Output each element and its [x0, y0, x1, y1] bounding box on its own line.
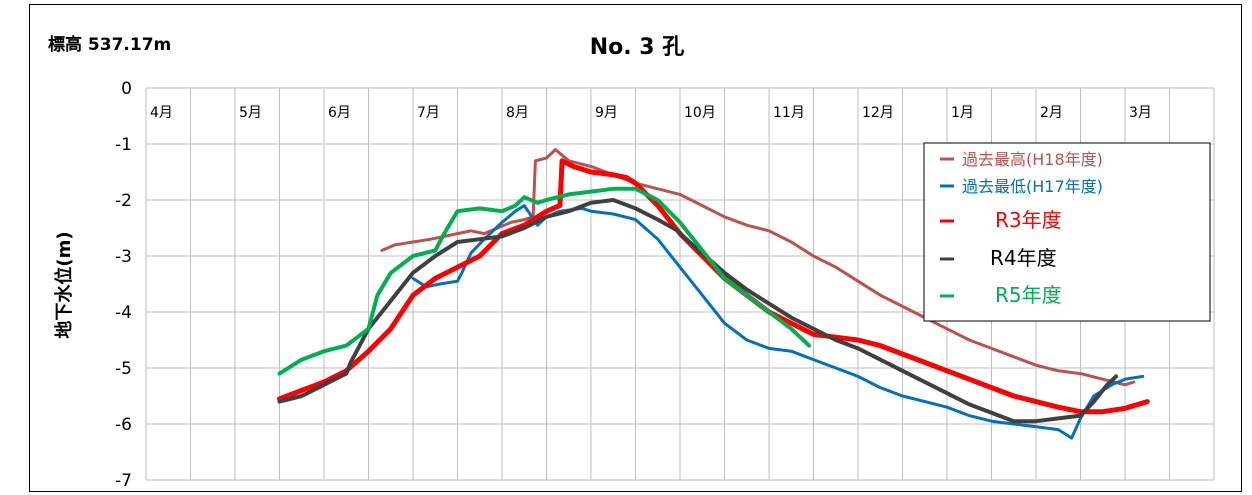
month-label: 2月: [1040, 105, 1063, 121]
month-label: 3月: [1129, 105, 1152, 121]
y-tick-label: -2: [115, 191, 132, 211]
month-label: 4月: [150, 105, 173, 121]
legend-label: R4年度: [990, 246, 1057, 270]
y-tick-label: -7: [115, 471, 132, 491]
legend: 過去最高(H18年度) 過去最低(H17年度) R3年度 R4年度 R5年度: [923, 142, 1211, 322]
y-tick-label: -5: [115, 359, 132, 379]
month-label: 5月: [239, 105, 262, 121]
legend-box: [923, 142, 1211, 322]
month-label: 10月: [684, 105, 716, 121]
y-tick-label: -6: [115, 415, 132, 435]
y-axis-label: 地下水位(m): [53, 231, 75, 338]
y-tick-label: 0: [121, 79, 132, 99]
month-label: 1月: [951, 105, 974, 121]
month-label: 8月: [506, 105, 529, 121]
legend-label: R3年度: [995, 208, 1062, 232]
axis-labels: 0 -1 -2 -3 -4 -5 -6 -7 4月 5月 6月 7月 8月 9月 10月 11月 12月 1月 2月…: [115, 79, 1152, 491]
month-label: 11月: [773, 105, 805, 121]
legend-label: R5年度: [995, 283, 1062, 307]
series-line: [277, 186, 812, 376]
y-tick-label: -3: [115, 247, 132, 267]
legend-label: 過去最高(H18年度): [962, 150, 1103, 169]
series-lines: [277, 148, 1150, 440]
chart-title: No. 3 孔: [590, 35, 685, 60]
y-tick-label: -1: [115, 135, 132, 155]
y-tick-label: -4: [115, 303, 132, 323]
elevation-label: 標高 537.17m: [48, 34, 171, 55]
month-label: 12月: [862, 105, 894, 121]
month-label: 9月: [595, 105, 618, 121]
month-label: 7月: [417, 105, 440, 121]
legend-label: 過去最低(H17年度): [962, 177, 1103, 196]
series-line: [277, 198, 1119, 424]
month-label: 6月: [328, 105, 351, 121]
series-line: [411, 204, 1145, 440]
